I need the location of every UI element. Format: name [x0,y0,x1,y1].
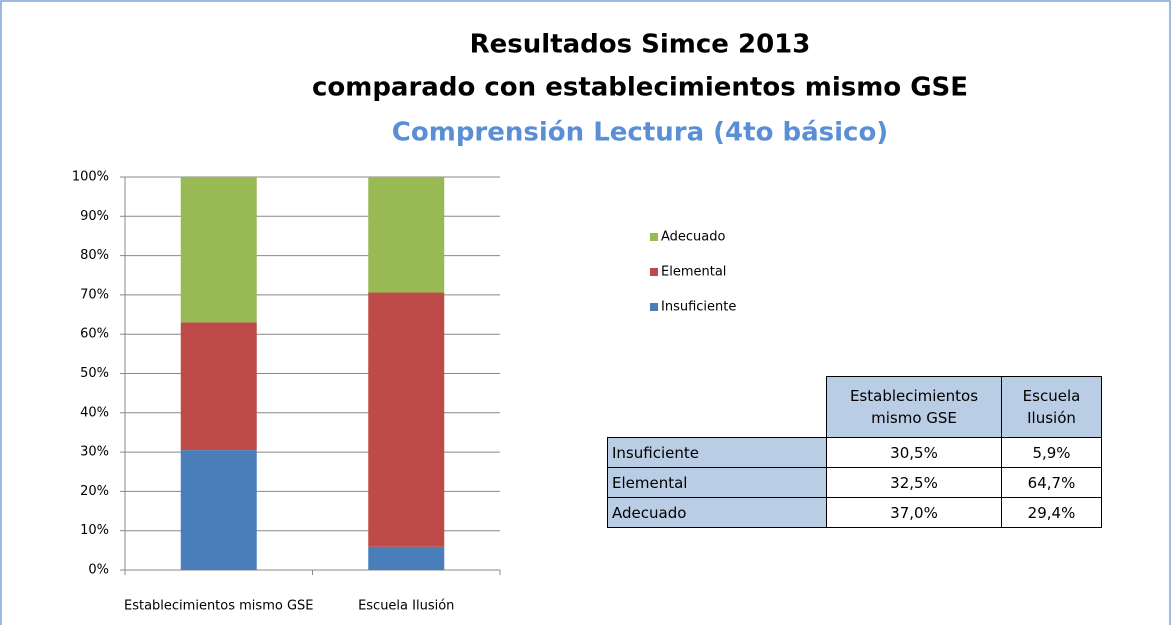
chart-title: Resultados Simce 2013 [470,30,811,60]
table-row: Elemental 32,5% 64,7% [607,467,1102,498]
y-tick-label: 40% [80,405,109,420]
y-tick-label: 20% [80,484,109,499]
table-row: Insuficiente 30,5% 5,9% [607,437,1102,468]
legend-label: Adecuado [661,230,726,245]
bar-segment [368,177,445,293]
y-tick-label: 100% [72,170,109,185]
bar-segment [368,546,445,570]
table-cell: Adecuado [607,497,827,528]
table-header: Establecimientos mismo GSE Escuela Ilusió… [608,376,1102,438]
bar-segment [368,292,445,547]
chart-subtitle: Comprensión Lectura (4to básico) [392,118,888,148]
bar-segment [180,177,257,323]
table-cell: Insuficiente [607,437,827,468]
legend-swatch [650,233,658,241]
table-cell: Escuela Ilusión [1001,376,1102,438]
y-tick-label: 80% [80,248,109,263]
table-cell: 30,5% [826,437,1002,468]
x-tick-label: Escuela Ilusión [358,599,454,614]
table-cell: 64,7% [1001,467,1102,498]
table-cell: Establecimientos mismo GSE [826,376,1002,438]
table-cell: 32,5% [826,467,1002,498]
y-tick-label: 0% [88,563,109,578]
y-tick-label: 30% [80,445,109,460]
y-tick-label: 60% [80,327,109,342]
y-tick-label: 70% [80,287,109,302]
table-row: Adecuado 37,0% 29,4% [607,497,1102,528]
table-cell: 29,4% [1001,497,1102,528]
legend-label: Elemental [661,265,726,280]
table-cell [608,377,827,438]
table-cell: 37,0% [826,497,1002,528]
bar-segment [180,322,257,451]
table-cell: Elemental [607,467,827,498]
legend-swatch [650,303,658,311]
legend-swatch [650,268,658,276]
x-tick-label: Establecimientos mismo GSE [124,599,313,614]
chart-title: comparado con establecimientos mismo GSE [312,73,968,103]
bar-segment [180,450,257,570]
y-tick-label: 90% [80,209,109,224]
legend-label: Insuficiente [661,300,736,315]
table-cell: 5,9% [1001,437,1102,468]
data-table: Establecimientos mismo GSE Escuela Ilusió… [607,376,1102,528]
y-tick-label: 10% [80,523,109,538]
y-tick-label: 50% [80,366,109,381]
